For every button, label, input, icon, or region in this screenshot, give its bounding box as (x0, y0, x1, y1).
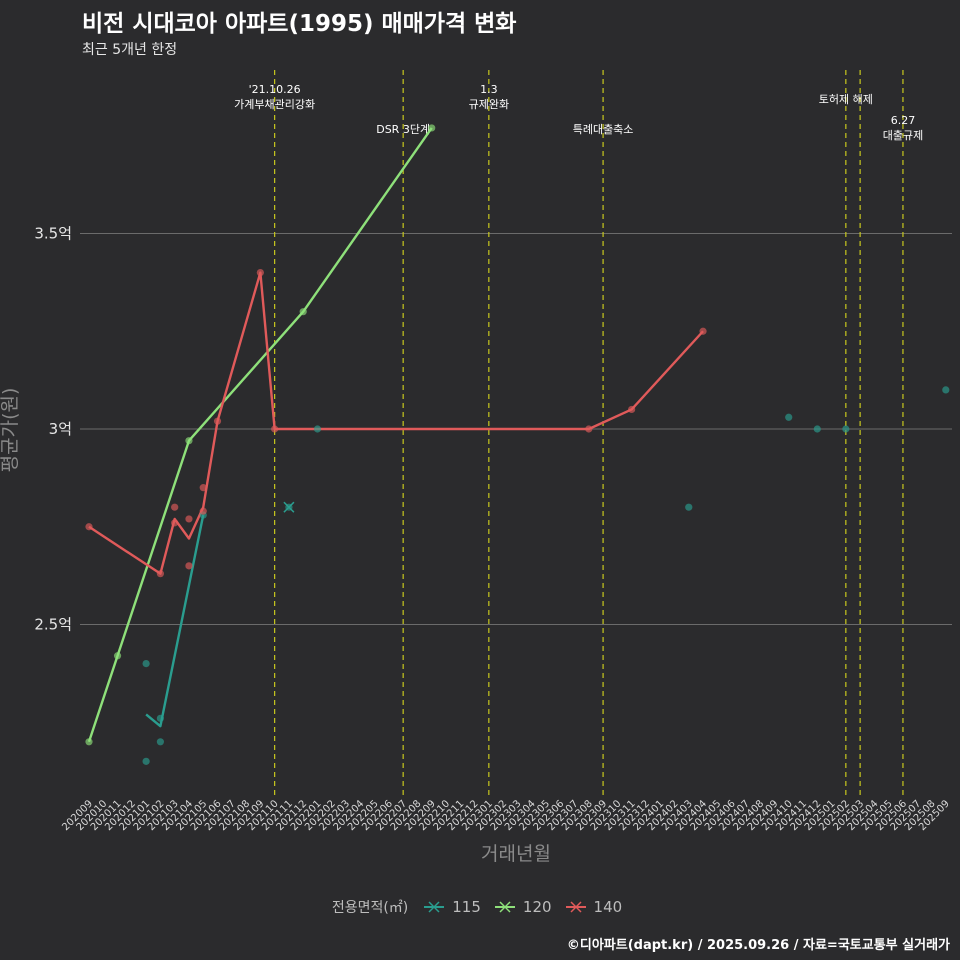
legend-item-115[interactable]: 115 (422, 898, 481, 916)
point-115 (142, 757, 150, 765)
point-120 (428, 124, 436, 132)
legend-label-115: 115 (452, 898, 481, 916)
point-115 (942, 386, 950, 394)
legend-title: 전용면적(㎡) (331, 900, 409, 916)
point-115 (142, 660, 150, 668)
point-115-cross (283, 501, 295, 513)
point-120 (113, 652, 122, 660)
legend-key-115-icon (424, 901, 445, 913)
point-115 (685, 503, 693, 511)
y-tick-label: 3.5억 (34, 225, 72, 243)
point-120 (299, 308, 307, 316)
series-line-140 (88, 271, 704, 575)
legend: 전용면적(㎡) 115 120 140 (0, 896, 960, 918)
x-tick-labels: 2020092020102020112020122021012021022021… (60, 798, 952, 833)
y-tick-label: 2.5억 (34, 616, 72, 634)
point-115 (156, 738, 164, 746)
point-140 (85, 523, 93, 531)
chart-title: 비전 시대코아 아파트(1995) 매매가격 변화 (82, 11, 517, 37)
event-label: 규제완화 (469, 98, 509, 111)
point-140 (199, 507, 207, 515)
point-140 (199, 484, 207, 492)
event-label: 대출규제 (883, 129, 923, 142)
point-140 (271, 425, 279, 433)
point-140 (213, 417, 222, 425)
y-axis-title: 평균가(원) (0, 388, 21, 473)
legend-label-140: 140 (593, 898, 623, 916)
legend-item-140[interactable]: 140 (564, 898, 623, 916)
event-lines (274, 70, 904, 797)
event-label: 1.3 (480, 83, 498, 96)
chart-subtitle: 최근 5개년 한정 (82, 42, 178, 58)
legend-label-120: 120 (522, 898, 552, 916)
event-label: '21.10.26 (249, 83, 301, 96)
point-140 (699, 327, 707, 335)
point-140 (171, 519, 179, 527)
point-140 (171, 503, 179, 511)
point-140 (256, 269, 264, 277)
event-label: DSR 3단계 (376, 123, 430, 136)
point-140 (185, 515, 193, 523)
event-label: 6.27 (891, 114, 916, 127)
y-tick-label: 3억 (49, 420, 72, 438)
y-tick-labels: 2.5억 3억 3.5억 (34, 225, 72, 634)
point-120 (185, 437, 193, 445)
event-label: 가계부채관리강화 (234, 98, 315, 111)
series-line-120 (87, 127, 433, 743)
point-115 (785, 413, 793, 421)
point-140 (156, 570, 164, 578)
x-axis-title: 거래년월 (481, 843, 551, 865)
point-115 (813, 425, 821, 433)
series-line-115 (145, 514, 205, 728)
point-115 (313, 425, 322, 433)
point-140 (185, 562, 193, 570)
series-points (85, 124, 950, 765)
point-115 (156, 714, 164, 722)
event-label: 토허제 해제 (819, 92, 873, 106)
legend-key-140-icon (565, 901, 586, 913)
event-label: 특례대출축소 (573, 123, 634, 136)
point-120 (85, 738, 93, 746)
series-lines (87, 127, 704, 743)
point-140 (585, 425, 593, 433)
legend-item-120[interactable]: 120 (493, 898, 552, 916)
caption: ©디아파트(dapt.kr) / 2025.09.26 / 자료=국토교통부 실… (566, 938, 950, 953)
legend-key-120-icon (494, 901, 515, 913)
point-140 (628, 405, 636, 414)
point-115 (842, 425, 850, 433)
